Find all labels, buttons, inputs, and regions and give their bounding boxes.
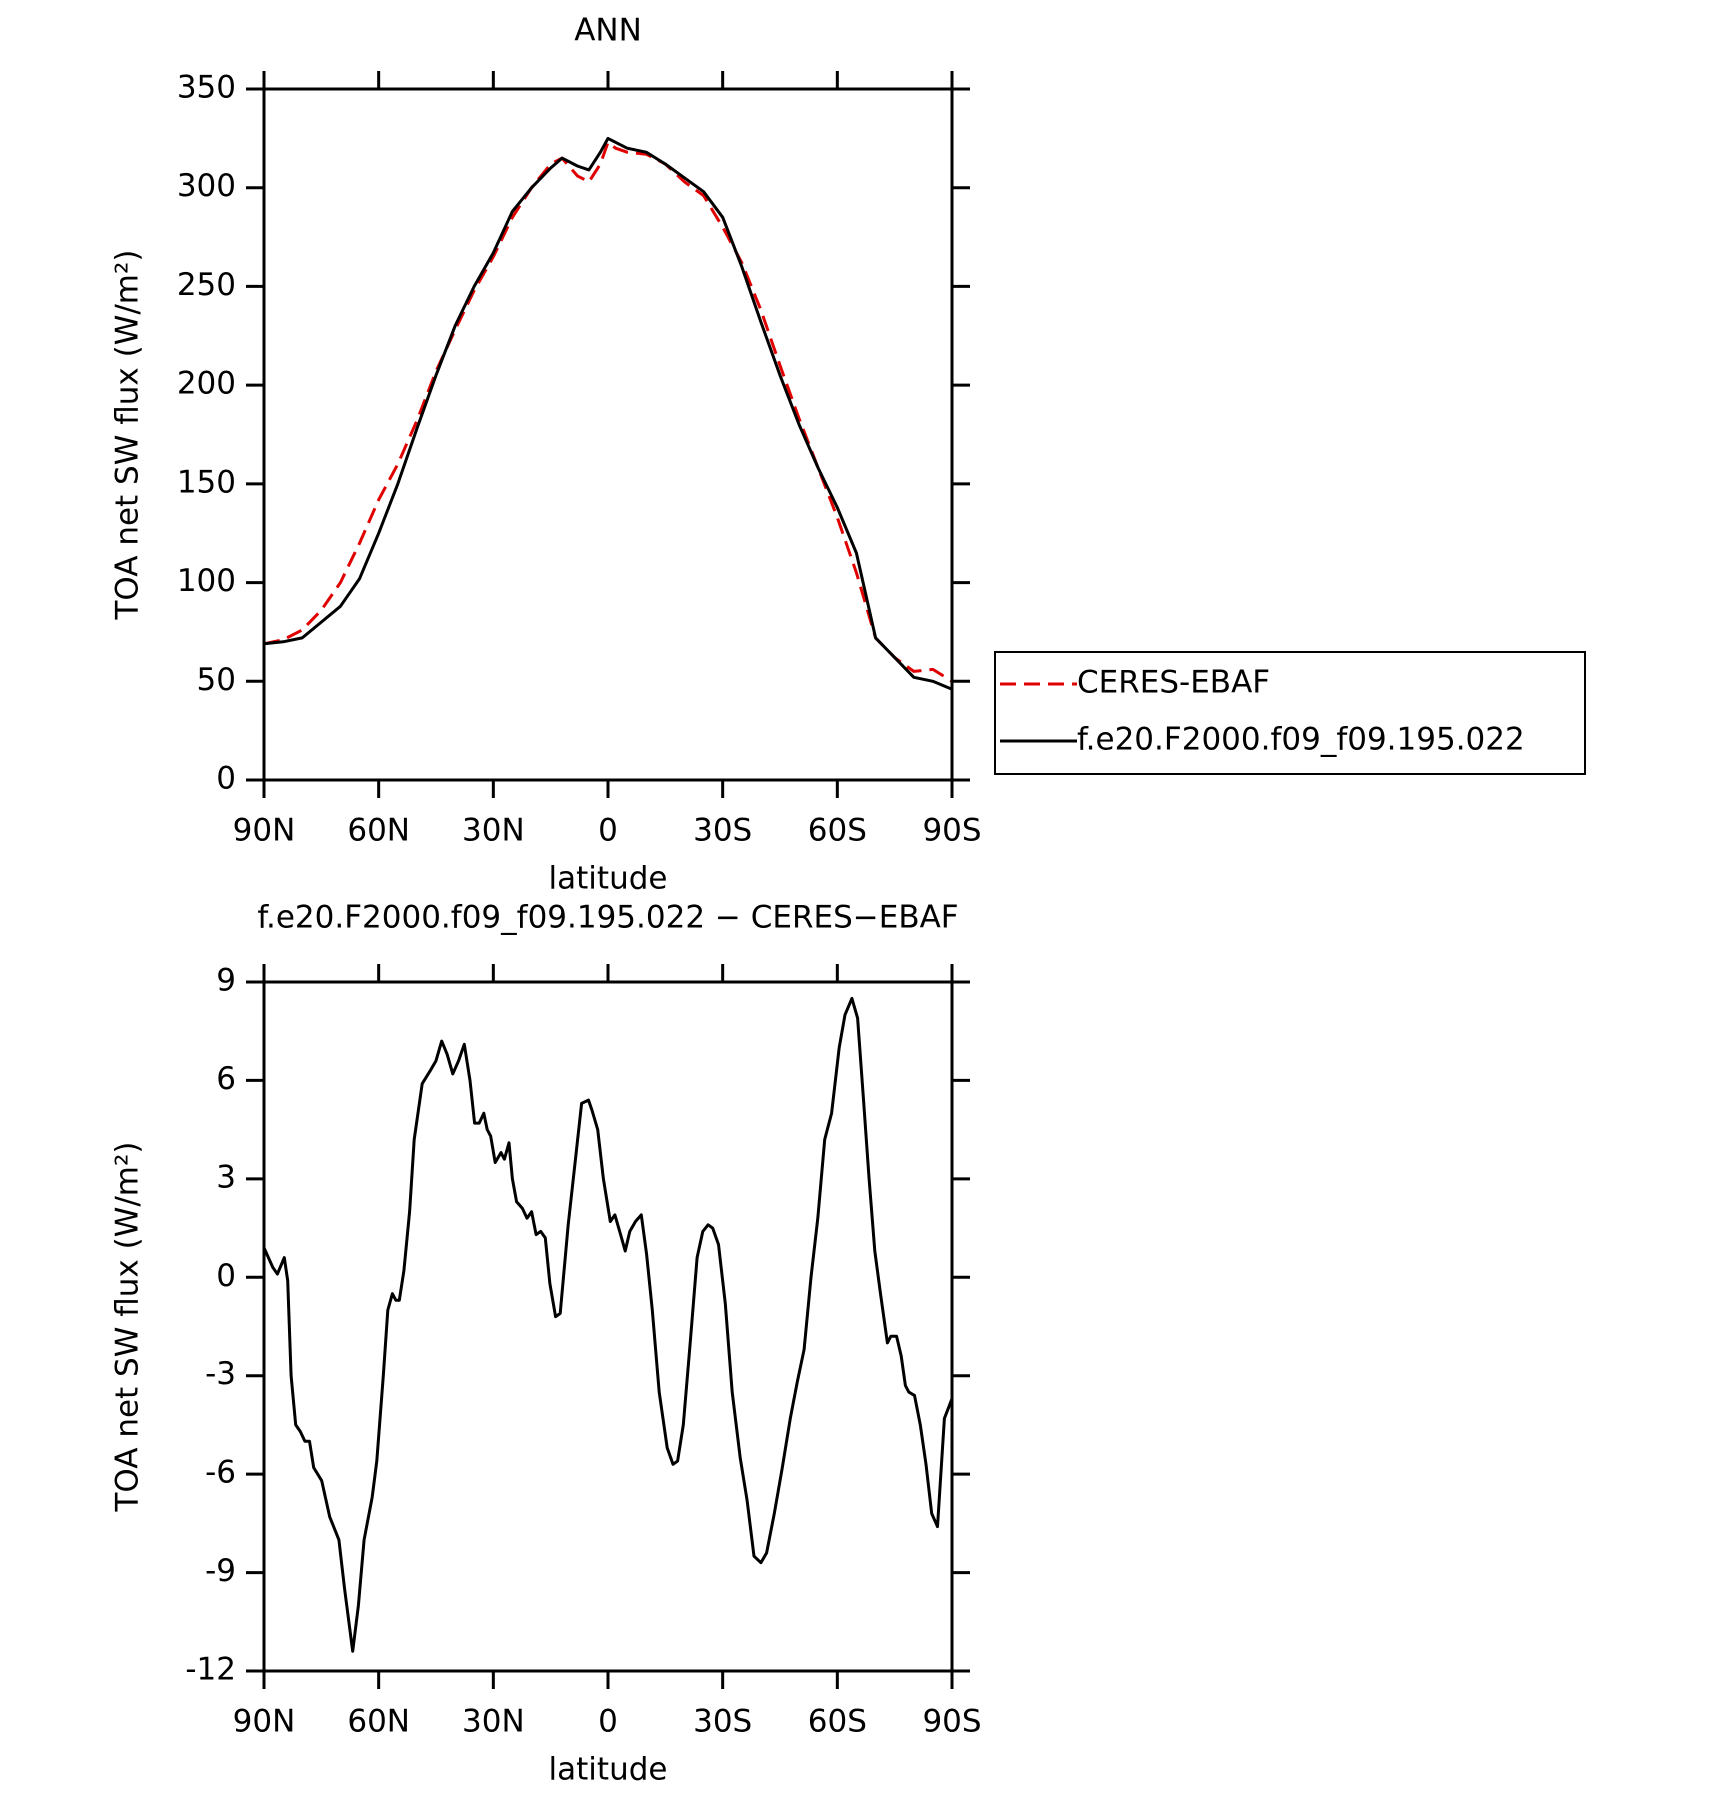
x-tick-label: 90S: [922, 1704, 981, 1740]
y-tick-label: -6: [205, 1455, 236, 1491]
plot-frame: [262, 87, 954, 782]
x-tick-label: 60N: [347, 813, 410, 849]
chart-title: ANN: [574, 13, 642, 49]
legend-label: f.e20.F2000.f09_f09.195.022: [1077, 722, 1525, 758]
y-tick-label: 9: [216, 963, 236, 999]
x-tick-label: 60S: [808, 1704, 867, 1740]
y-tick-label: 200: [177, 366, 236, 402]
y-axis-label: TOA net SW flux (W/m²): [110, 1141, 146, 1512]
x-axis-label: latitude: [549, 1752, 668, 1788]
y-tick-label: 0: [216, 761, 236, 797]
data-line: [263, 136, 953, 691]
y-tick-label: -9: [205, 1553, 236, 1589]
y-tick-label: 0: [216, 1258, 236, 1294]
y-axis-label: TOA net SW flux (W/m²): [110, 249, 146, 620]
x-tick-label: 0: [598, 813, 618, 849]
y-tick-label: 6: [216, 1061, 236, 1097]
x-tick-label: 90N: [233, 813, 296, 849]
y-tick-label: 300: [177, 168, 236, 204]
y-tick-label: -12: [185, 1652, 236, 1688]
plot-frame: [262, 980, 954, 1673]
y-tick-label: 50: [197, 662, 236, 698]
data-line: [262, 996, 954, 1653]
legend-box: [994, 651, 1586, 775]
data-line: [263, 140, 953, 683]
y-tick-label: 100: [177, 563, 236, 599]
x-tick-label: 90S: [922, 813, 981, 849]
x-tick-label: 30N: [462, 813, 525, 849]
x-tick-label: 30S: [693, 813, 752, 849]
x-tick-label: 30S: [693, 1704, 752, 1740]
y-tick-label: -3: [205, 1356, 236, 1392]
y-tick-label: 250: [177, 267, 236, 303]
x-tick-label: 30N: [462, 1704, 525, 1740]
x-tick-label: 90N: [233, 1704, 296, 1740]
y-tick-label: 350: [177, 70, 236, 106]
y-tick-label: 150: [177, 464, 236, 500]
y-tick-label: 3: [216, 1159, 236, 1195]
x-tick-label: 60S: [808, 813, 867, 849]
x-axis-label: latitude: [549, 861, 668, 897]
x-tick-label: 60N: [347, 1704, 410, 1740]
chart-title: f.e20.F2000.f09_f09.195.022 − CERES−EBAF: [257, 900, 958, 936]
x-tick-label: 0: [598, 1704, 618, 1740]
legend-label: CERES-EBAF: [1077, 665, 1270, 701]
